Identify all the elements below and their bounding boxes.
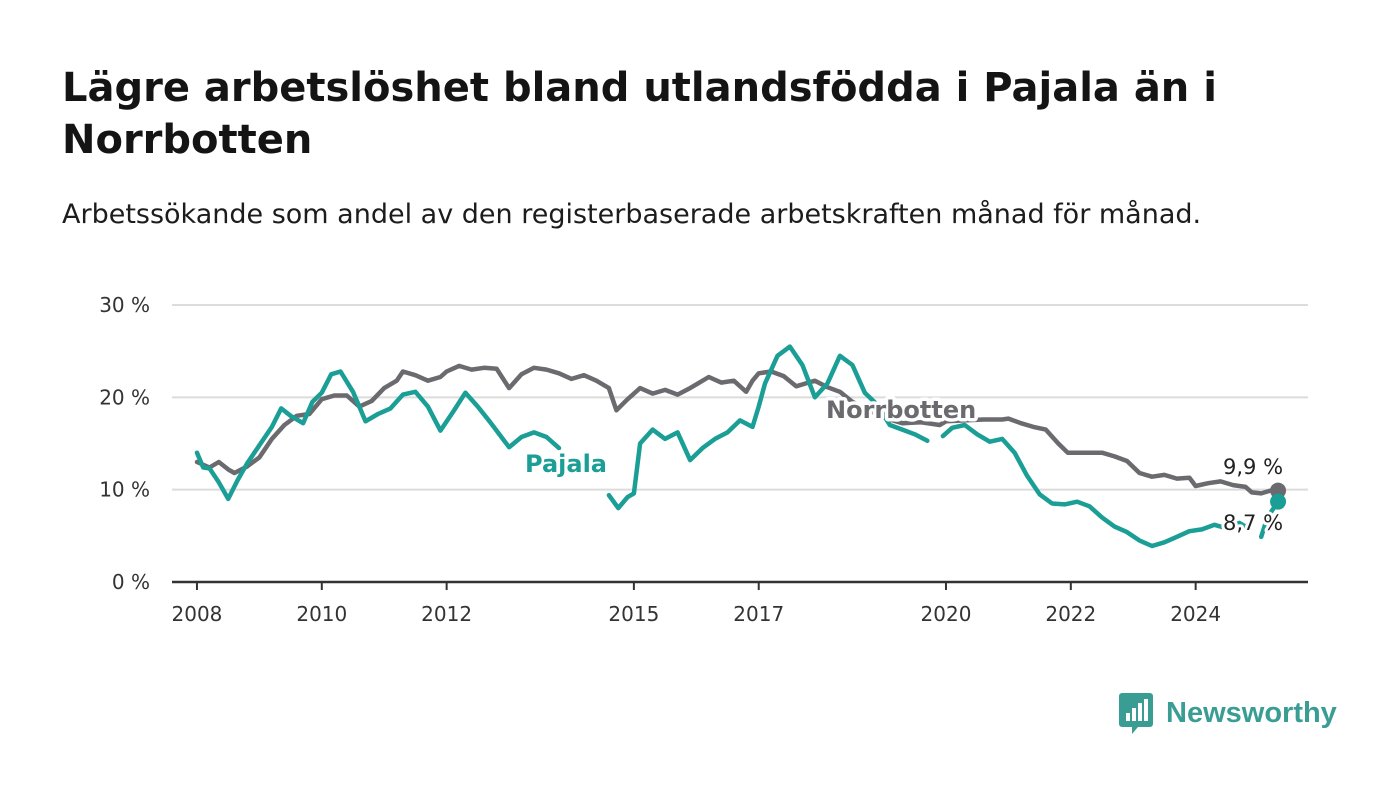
newsworthy-logo-icon [1119,693,1153,734]
x-tick-label: 2010 [296,602,347,626]
y-tick-label: 0 % [112,570,150,594]
y-tick-label: 10 % [99,478,150,502]
x-tick-label: 2024 [1170,602,1221,626]
y-tick-label: 20 % [99,385,150,409]
series-label-norrbotten: Norrbotten [826,396,976,424]
newsworthy-brand: Newsworthy [1118,690,1337,736]
series-line-pajala [194,369,562,502]
end-marker-norrbotten [1270,482,1287,499]
series-line-pajala [940,422,1248,549]
end-marker-pajala [1270,493,1287,510]
axes: 0 % 10 % 20 % 30 % 2008 2010 2012 2015 2017 2020 2… [99,293,1308,626]
end-label-norrbotten: 9,9 % [1223,455,1283,479]
y-tick-label: 30 % [99,293,150,317]
chart-title: Lägre arbetslöshet bland utlandsfödda i … [62,65,1217,163]
x-tick-label: 2020 [921,602,972,626]
brand-name: Newsworthy [1166,696,1337,729]
series-lines [194,344,1287,549]
x-tick-label: 2008 [172,602,223,626]
x-tick-label: 2017 [733,602,784,626]
series-line-pajala [606,344,930,511]
end-label-pajala: 8,7 % [1223,511,1283,535]
x-tick-label: 2022 [1045,602,1096,626]
series-line-norrbotten [194,363,1281,496]
series-labels: Pajala Norrbotten 9,9 % 8,7 % [522,393,1287,539]
x-tick-label: 2015 [608,602,659,626]
series-label-pajala: Pajala [525,450,607,478]
gridlines [172,304,1308,491]
x-tick-label: 2012 [421,602,472,626]
chart-subtitle: Arbetssökande som andel av den registerb… [62,199,1202,230]
